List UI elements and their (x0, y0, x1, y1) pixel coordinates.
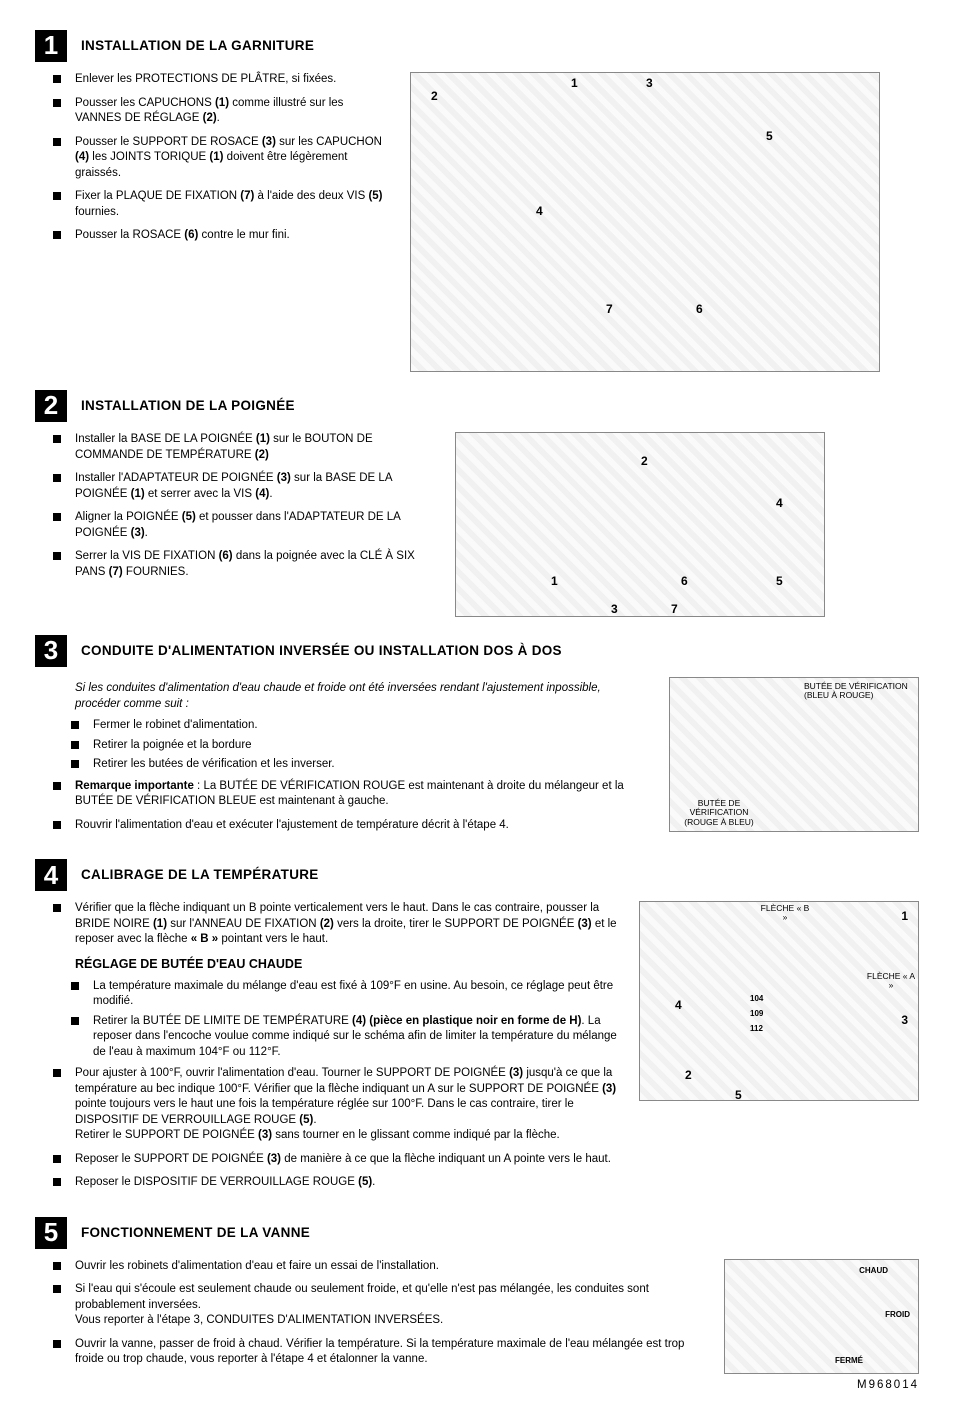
callout: 7 (606, 301, 613, 317)
bullet: Pour ajuster à 100°F, ouvrir l'alimentat… (53, 1066, 619, 1144)
callout: 5 (776, 573, 783, 589)
step-number-box: 1 (35, 30, 67, 62)
bullet: Remarque importante : La BUTÉE DE VÉRIFI… (53, 779, 649, 810)
section-3-nested: Fermer le robinet d'alimentation. Retire… (71, 718, 649, 773)
bullet: Fermer le robinet d'alimentation. (71, 718, 649, 734)
section-1-header: 1 INSTALLATION DE LA GARNITURE (35, 30, 919, 62)
diagram-1: 1 2 3 4 5 6 7 (410, 72, 880, 372)
section-3: 3 CONDUITE D'ALIMENTATION INVERSÉE OU IN… (35, 635, 919, 841)
section-2: 2 INSTALLATION DE LA POIGNÉE Installer l… (35, 390, 919, 617)
callout: 1 (571, 75, 578, 91)
bullet: Pousser la ROSACE (6) contre le mur fini… (53, 228, 390, 244)
bullet: Ouvrir les robinets d'alimentation d'eau… (53, 1259, 704, 1275)
section-4-after: Pour ajuster à 100°F, ouvrir l'alimentat… (53, 1066, 619, 1191)
bullet: Vérifier que la flèche indiquant un B po… (53, 901, 619, 948)
callout: 1 (551, 573, 558, 589)
callout-text: BUTÉE DE VÉRIFICATION (ROUGE À BLEU) (674, 799, 764, 827)
diagram-2: 2 4 1 3 5 6 7 (455, 432, 825, 617)
callout: CHAUD (859, 1266, 888, 1277)
callout-text: FLÈCHE « A » (866, 972, 916, 991)
step-number-box: 2 (35, 390, 67, 422)
section-3-intro: Si les conduites d'alimentation d'eau ch… (75, 681, 649, 712)
bullet: Ouvrir la vanne, passer de froid à chaud… (53, 1337, 704, 1368)
diagram-3: BUTÉE DE VÉRIFICATION (BLEU À ROUGE) BUT… (669, 677, 919, 832)
callout: FERMÉ (835, 1356, 863, 1367)
section-4-nested: La température maximale du mélange d'eau… (71, 979, 619, 1061)
section-1: 1 INSTALLATION DE LA GARNITURE Enlever l… (35, 30, 919, 372)
callout: 2 (685, 1067, 692, 1083)
bullet: Installer l'ADAPTATEUR DE POIGNÉE (3) su… (53, 471, 435, 502)
section-2-title: INSTALLATION DE LA POIGNÉE (81, 397, 295, 415)
callout: 3 (646, 75, 653, 91)
bullet: Rouvrir l'alimentation d'eau et exécuter… (53, 818, 649, 834)
section-5-header: 5 FONCTIONNEMENT DE LA VANNE (35, 1217, 919, 1249)
section-4-title: CALIBRAGE DE LA TEMPÉRATURE (81, 866, 319, 884)
section-5-bullets: Ouvrir les robinets d'alimentation d'eau… (53, 1259, 704, 1368)
section-3-title: CONDUITE D'ALIMENTATION INVERSÉE OU INST… (81, 642, 562, 660)
section-4-subhead: RÉGLAGE DE BUTÉE D'EAU CHAUDE (75, 956, 619, 973)
step-number-box: 4 (35, 859, 67, 891)
bullet: Pousser les CAPUCHONS (1) comme illustré… (53, 96, 390, 127)
step-number-box: 3 (35, 635, 67, 667)
section-3-after: Remarque importante : La BUTÉE DE VÉRIFI… (53, 779, 649, 834)
callout: 6 (696, 301, 703, 317)
callout: 112 (750, 1024, 763, 1035)
callout: 1 (901, 908, 908, 924)
bullet: Retirer la poignée et la bordure (71, 738, 649, 754)
bullet: Enlever les PROTECTIONS DE PLÂTRE, si fi… (53, 72, 390, 88)
section-4: 4 CALIBRAGE DE LA TEMPÉRATURE Vérifier q… (35, 859, 919, 1199)
bullet: Si l'eau qui s'écoule est seulement chau… (53, 1282, 704, 1329)
bullet: Pousser le SUPPORT DE ROSACE (3) sur les… (53, 135, 390, 182)
callout-text: BUTÉE DE VÉRIFICATION (BLEU À ROUGE) (804, 682, 914, 701)
section-1-title: INSTALLATION DE LA GARNITURE (81, 37, 314, 55)
section-3-header: 3 CONDUITE D'ALIMENTATION INVERSÉE OU IN… (35, 635, 919, 667)
callout: 5 (735, 1087, 742, 1103)
callout: 104 (750, 994, 763, 1005)
callout: 3 (611, 601, 618, 617)
callout: 2 (641, 453, 648, 469)
callout: 7 (671, 601, 678, 617)
section-5-title: FONCTIONNEMENT DE LA VANNE (81, 1224, 310, 1242)
section-5: 5 FONCTIONNEMENT DE LA VANNE Ouvrir les … (35, 1217, 919, 1394)
bullet: Reposer le SUPPORT DE POIGNÉE (3) de man… (53, 1152, 619, 1168)
section-4-header: 4 CALIBRAGE DE LA TEMPÉRATURE (35, 859, 919, 891)
callout-text: FLÈCHE « B » (760, 904, 810, 923)
bullet: La température maximale du mélange d'eau… (71, 979, 619, 1010)
callout: 2 (431, 88, 438, 104)
section-4-bullets: Vérifier que la flèche indiquant un B po… (53, 901, 619, 948)
bullet: Retirer les butées de vérification et le… (71, 757, 649, 773)
callout: 5 (766, 128, 773, 144)
section-2-bullets: Installer la BASE DE LA POIGNÉE (1) sur … (53, 432, 435, 580)
section-2-header: 2 INSTALLATION DE LA POIGNÉE (35, 390, 919, 422)
part-number: M968014 (724, 1378, 919, 1394)
bullet: Serrer la VIS DE FIXATION (6) dans la po… (53, 549, 435, 580)
bullet: Fixer la PLAQUE DE FIXATION (7) à l'aide… (53, 189, 390, 220)
section-1-bullets: Enlever les PROTECTIONS DE PLÂTRE, si fi… (53, 72, 390, 244)
step-number-box: 5 (35, 1217, 67, 1249)
bullet: Reposer le DISPOSITIF DE VERROUILLAGE RO… (53, 1175, 619, 1191)
bullet: Retirer la BUTÉE DE LIMITE DE TEMPÉRATUR… (71, 1014, 619, 1061)
diagram-5: CHAUD FROID FERMÉ (724, 1259, 919, 1374)
callout: 4 (776, 495, 783, 511)
callout: 109 (750, 1009, 763, 1020)
bullet: Aligner la POIGNÉE (5) et pousser dans l… (53, 510, 435, 541)
callout: 6 (681, 573, 688, 589)
diagram-4: FLÈCHE « B » FLÈCHE « A » 1 2 3 4 5 104 … (639, 901, 919, 1101)
callout: 4 (675, 997, 682, 1013)
callout: 3 (901, 1012, 908, 1028)
callout: 4 (536, 203, 543, 219)
callout: FROID (885, 1310, 910, 1321)
bullet: Installer la BASE DE LA POIGNÉE (1) sur … (53, 432, 435, 463)
